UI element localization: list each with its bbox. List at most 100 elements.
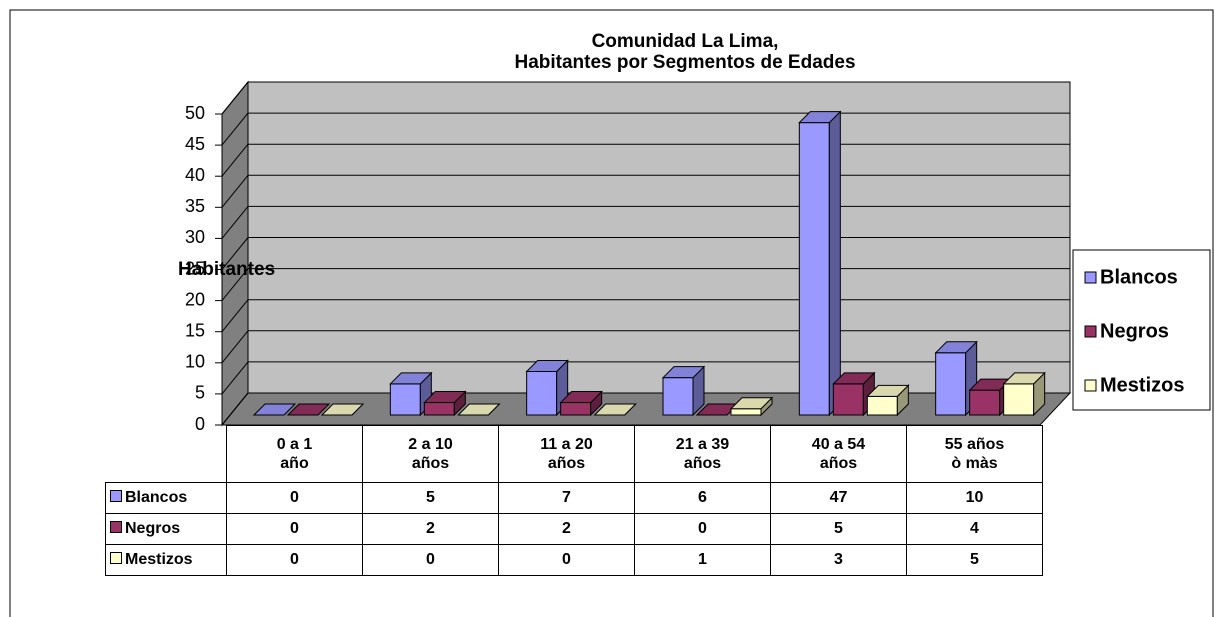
table-value: 5 [362,482,499,514]
bar-top [1002,372,1046,385]
grid-line [221,392,249,426]
bar-top [934,341,978,354]
x-tick-label: 2 a 10 años [362,425,499,483]
x-tick-label-text: 40 a 54 años [811,436,866,472]
legend-label: Mestizos [1100,374,1184,396]
legend-label: Blancos [1100,266,1178,288]
table-row: Mestizos 0 0 0 1 3 5 [105,544,1043,576]
table-value: 5 [770,513,907,545]
x-tick-label-text: 2 a 10 años [408,436,453,472]
x-tick-label: 0 a 1 año [226,425,363,483]
table-value-text: 0 [562,551,571,568]
y-tick-label: 20 [185,289,205,309]
table-value: 7 [498,482,635,514]
legend-key [110,521,122,533]
legend-key [110,490,122,502]
x-tick-label: 21 a 39 años [634,425,771,483]
x-tick-label: 40 a 54 años [770,425,907,483]
table-value-text: 3 [834,551,843,568]
legend-key [1084,271,1097,284]
table-value-text: 0 [426,551,435,568]
grid-line [221,330,249,364]
chart-title: Habitantes por Segmentos de Edades [514,52,855,73]
y-tick-label: 45 [185,134,205,154]
table-value-text: 5 [970,551,979,568]
table-value: 1 [634,544,771,576]
table-value: 0 [634,513,771,545]
table-value-text: 1 [698,551,707,568]
bar-top [423,391,467,404]
legend-key [1084,379,1097,392]
y-tick-label: 25 [185,258,205,278]
bar [730,408,762,416]
row-header: Mestizos [105,544,227,576]
table-value: 10 [906,482,1043,514]
table-value-text: 7 [562,489,571,506]
row-header: Blancos [105,482,227,514]
bar-top [661,366,706,379]
table-value-text: 5 [426,489,435,506]
y-tick-label: 5 [195,383,205,403]
x-tick-label: 55 años ò màs [906,425,1043,483]
table-value-text: 0 [290,489,299,506]
table-value-text: 47 [829,489,848,506]
bar [423,402,455,416]
x-tick-label-text: 0 a 1 año [276,436,313,472]
bar-top [320,403,365,416]
y-tick-label: 15 [185,320,205,340]
grid-line [221,112,249,146]
bar-top [866,384,910,397]
chart-border [9,9,1214,617]
table-value: 0 [226,513,363,545]
grid-line [221,361,249,395]
bar [1003,383,1035,416]
y-tick-label: 0 [195,414,205,434]
table-value-text: 6 [698,489,707,506]
table-value: 2 [362,513,499,545]
series-name: Blancos [125,489,188,506]
data-table: 0 a 1 año 2 a 10 años 11 a 20 años 21 a 39 … [105,425,1043,576]
y-tick-label: 35 [185,196,205,216]
bar [662,377,694,416]
table-value: 5 [906,544,1043,576]
table-row: Negros 0 2 2 0 5 4 [105,513,1043,545]
bar-top [389,372,433,385]
grid-line [221,143,249,177]
legend-key [1084,325,1097,338]
corner [105,425,227,483]
table-row: Blancos 0 5 7 6 47 10 [105,482,1043,514]
x-tick-label-text: 55 años ò màs [944,436,1005,472]
table-value: 4 [906,513,1043,545]
bar [832,383,864,416]
legend-key [110,552,122,564]
table-value: 3 [770,544,907,576]
table-value: 47 [770,482,907,514]
table-value-text: 2 [426,520,435,537]
grid-line [221,174,249,208]
bar [866,395,898,416]
table-value-text: 2 [562,520,571,537]
bar [526,370,558,416]
bar [969,389,1001,416]
y-axis-title: Habitantes [178,259,275,280]
bar-top [286,403,331,416]
bar-top [593,403,637,416]
table-value: 6 [634,482,771,514]
table-value-text: 10 [965,489,984,506]
grid-line [221,81,249,115]
bar-top [252,403,297,416]
table-value-text: 5 [834,520,843,537]
table-value-text: 0 [290,551,299,568]
legend-label: Negros [1100,320,1169,342]
x-tick-label-text: 11 a 20 años [540,436,593,472]
y-tick-label: 10 [185,352,205,372]
x-tick-label: 11 a 20 años [498,425,635,483]
chart-title: Comunidad La Lima, [592,31,779,52]
table-value: 0 [362,544,499,576]
row-header: Negros [105,513,227,545]
grid-line [221,299,249,333]
bar-top [559,391,603,404]
y-tick-label: 40 [185,165,205,185]
